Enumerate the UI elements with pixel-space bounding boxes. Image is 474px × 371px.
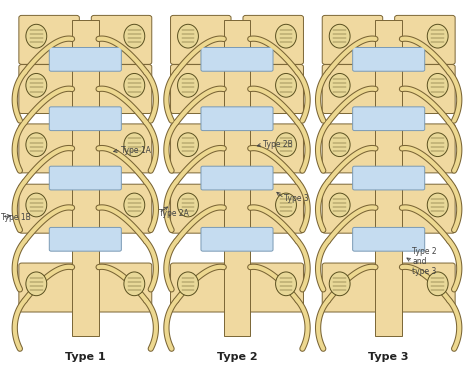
FancyBboxPatch shape (171, 263, 231, 312)
Text: Type 3: Type 3 (368, 352, 409, 362)
FancyBboxPatch shape (19, 15, 79, 64)
FancyBboxPatch shape (171, 65, 231, 114)
FancyBboxPatch shape (353, 166, 425, 190)
Bar (375, 20, 402, 336)
FancyBboxPatch shape (49, 227, 121, 251)
Text: Type 2: Type 2 (217, 352, 257, 362)
FancyBboxPatch shape (243, 124, 303, 173)
Ellipse shape (427, 24, 448, 48)
FancyBboxPatch shape (171, 184, 231, 233)
Ellipse shape (178, 73, 199, 97)
FancyBboxPatch shape (19, 124, 79, 173)
Ellipse shape (178, 272, 199, 296)
Bar (224, 20, 250, 336)
FancyBboxPatch shape (201, 166, 273, 190)
Ellipse shape (275, 73, 296, 97)
Text: Type 1A: Type 1A (121, 146, 151, 155)
FancyBboxPatch shape (91, 65, 152, 114)
FancyBboxPatch shape (19, 184, 79, 233)
Ellipse shape (329, 193, 350, 217)
Ellipse shape (178, 24, 199, 48)
Bar (72, 20, 99, 336)
FancyBboxPatch shape (353, 107, 425, 131)
FancyBboxPatch shape (243, 184, 303, 233)
FancyBboxPatch shape (171, 124, 231, 173)
FancyBboxPatch shape (91, 184, 152, 233)
Ellipse shape (329, 24, 350, 48)
Ellipse shape (275, 193, 296, 217)
Text: Type 1: Type 1 (65, 352, 106, 362)
FancyBboxPatch shape (395, 65, 455, 114)
Text: Type 1B: Type 1B (1, 213, 31, 221)
Ellipse shape (329, 73, 350, 97)
Ellipse shape (275, 133, 296, 157)
FancyBboxPatch shape (395, 124, 455, 173)
FancyBboxPatch shape (243, 65, 303, 114)
FancyBboxPatch shape (91, 124, 152, 173)
Ellipse shape (427, 193, 448, 217)
FancyBboxPatch shape (19, 263, 79, 312)
FancyBboxPatch shape (49, 107, 121, 131)
FancyBboxPatch shape (19, 65, 79, 114)
Ellipse shape (275, 24, 296, 48)
FancyBboxPatch shape (91, 263, 152, 312)
Ellipse shape (124, 73, 145, 97)
Text: Type 3: Type 3 (284, 194, 309, 203)
FancyBboxPatch shape (322, 184, 383, 233)
Text: Type 2A: Type 2A (159, 209, 189, 218)
Text: Type 2
and
type 3: Type 2 and type 3 (412, 247, 437, 276)
FancyBboxPatch shape (49, 166, 121, 190)
FancyBboxPatch shape (395, 263, 455, 312)
FancyBboxPatch shape (322, 15, 383, 64)
FancyBboxPatch shape (201, 227, 273, 251)
Ellipse shape (26, 73, 47, 97)
Ellipse shape (178, 193, 199, 217)
Ellipse shape (329, 272, 350, 296)
Ellipse shape (26, 272, 47, 296)
Ellipse shape (427, 133, 448, 157)
Ellipse shape (26, 193, 47, 217)
FancyBboxPatch shape (171, 15, 231, 64)
FancyBboxPatch shape (353, 47, 425, 71)
FancyBboxPatch shape (322, 124, 383, 173)
Ellipse shape (26, 24, 47, 48)
Ellipse shape (275, 272, 296, 296)
FancyBboxPatch shape (395, 15, 455, 64)
Ellipse shape (178, 133, 199, 157)
FancyBboxPatch shape (353, 227, 425, 251)
Ellipse shape (124, 133, 145, 157)
FancyBboxPatch shape (243, 263, 303, 312)
Ellipse shape (124, 193, 145, 217)
Ellipse shape (124, 272, 145, 296)
Ellipse shape (427, 272, 448, 296)
FancyBboxPatch shape (395, 184, 455, 233)
FancyBboxPatch shape (322, 65, 383, 114)
Ellipse shape (124, 24, 145, 48)
FancyBboxPatch shape (322, 263, 383, 312)
Text: Type 2B: Type 2B (263, 140, 293, 149)
Ellipse shape (427, 73, 448, 97)
Ellipse shape (329, 133, 350, 157)
FancyBboxPatch shape (49, 47, 121, 71)
FancyBboxPatch shape (201, 47, 273, 71)
Ellipse shape (26, 133, 47, 157)
FancyBboxPatch shape (201, 107, 273, 131)
FancyBboxPatch shape (91, 15, 152, 64)
FancyBboxPatch shape (243, 15, 303, 64)
